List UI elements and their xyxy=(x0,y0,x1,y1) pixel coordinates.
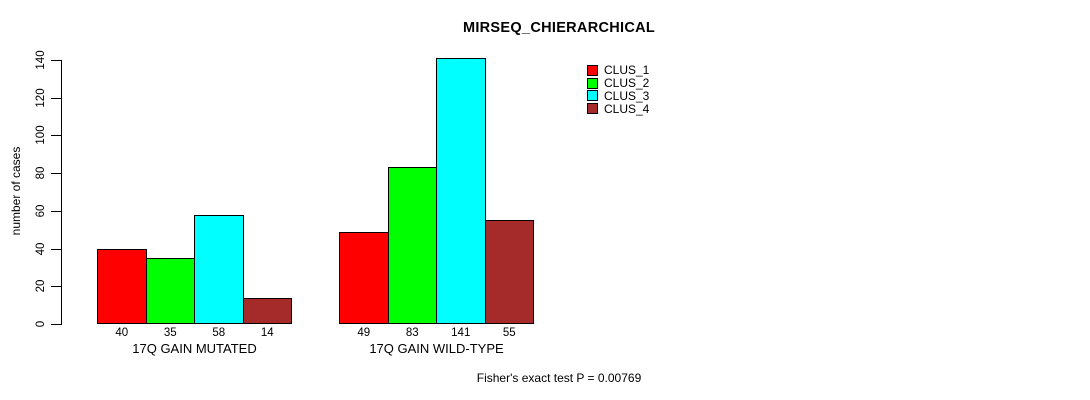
y-tick-label: 80 xyxy=(35,166,47,180)
y-tick-mark xyxy=(51,173,61,175)
y-tick-mark xyxy=(51,248,61,250)
y-axis-line xyxy=(61,60,62,325)
bar-clus_1-group1 xyxy=(97,248,147,324)
bar-clus_2-group1 xyxy=(145,258,195,324)
bar-clus_4-group1 xyxy=(242,297,292,324)
y-tick-label: 60 xyxy=(35,204,47,218)
legend-swatch-icon xyxy=(587,90,598,102)
y-tick-label: 140 xyxy=(35,50,47,70)
y-tick-mark xyxy=(51,97,61,99)
legend-label: CLUS_2 xyxy=(604,76,650,91)
bar-value-label: 58 xyxy=(212,327,226,339)
bar-clus_3-group2 xyxy=(436,58,486,324)
bar-value-label: 55 xyxy=(502,327,516,339)
legend: CLUS_1 CLUS_2 CLUS_3 CLUS_4 xyxy=(587,64,649,115)
bar-clus_3-group1 xyxy=(194,214,244,324)
y-tick-mark xyxy=(51,324,61,325)
y-axis-label: number of cases xyxy=(9,146,23,236)
legend-label: CLUS_4 xyxy=(604,101,650,116)
y-tick-label: 0 xyxy=(35,320,47,328)
legend-label: CLUS_1 xyxy=(604,63,650,78)
x-category-label: 17Q GAIN MUTATED xyxy=(132,341,257,356)
bar-value-label: 141 xyxy=(451,327,471,339)
bar-clus_2-group2 xyxy=(387,167,437,324)
y-tick-label: 20 xyxy=(35,279,47,293)
chart-title: MIRSEQ_CHIERARCHICAL xyxy=(462,20,656,36)
y-tick-mark xyxy=(51,210,61,212)
y-tick-label: 120 xyxy=(35,88,47,108)
x-category-label: 17Q GAIN WILD-TYPE xyxy=(369,341,504,356)
legend-row-clus_3: CLUS_3 xyxy=(587,90,649,103)
y-tick-mark xyxy=(51,60,61,61)
legend-row-clus_2: CLUS_2 xyxy=(587,77,649,90)
y-tick-label: 40 xyxy=(35,242,47,255)
legend-swatch-icon xyxy=(587,64,598,76)
bar-clus_1-group2 xyxy=(339,231,389,324)
legend-label: CLUS_3 xyxy=(604,88,650,103)
legend-row-clus_4: CLUS_4 xyxy=(587,102,649,115)
bar-clus_4-group2 xyxy=(484,220,534,324)
fisher-test-annotation: Fisher's exact test P = 0.00769 xyxy=(476,371,642,385)
y-tick-mark xyxy=(51,286,61,288)
y-tick-label: 100 xyxy=(35,125,47,146)
legend-swatch-icon xyxy=(587,77,598,89)
bar-value-label: 83 xyxy=(405,327,419,339)
bar-value-label: 14 xyxy=(260,327,274,339)
bar-value-label: 35 xyxy=(163,327,177,339)
legend-swatch-icon xyxy=(587,103,598,115)
legend-row-clus_1: CLUS_1 xyxy=(587,64,649,77)
y-tick-mark xyxy=(51,135,61,137)
bar-value-label: 40 xyxy=(115,327,129,339)
bar-value-label: 49 xyxy=(357,327,371,339)
